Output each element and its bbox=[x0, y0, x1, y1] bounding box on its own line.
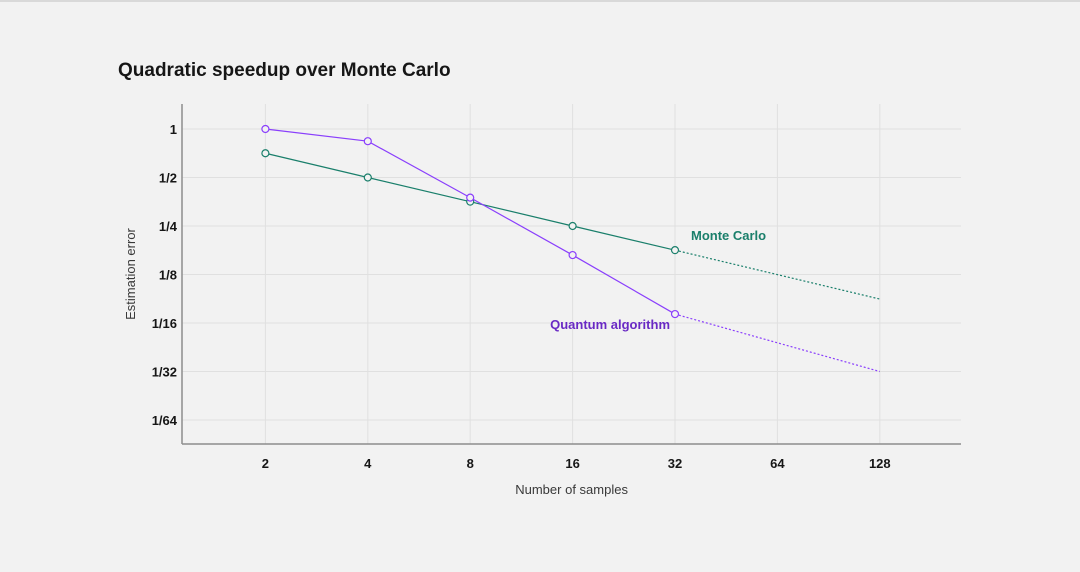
monte-carlo-point bbox=[670, 246, 680, 255]
monte-carlo-point bbox=[568, 221, 577, 231]
monte-carlo-extrapolation-line bbox=[674, 249, 880, 300]
x-tick-label: 8 bbox=[467, 456, 474, 471]
quantum-algorithm-extrapolation-line bbox=[674, 313, 880, 373]
chart-title: Quadratic speedup over Monte Carlo bbox=[118, 60, 451, 81]
quantum-algorithm-point bbox=[670, 309, 680, 319]
x-axis-title: Number of samples bbox=[515, 482, 628, 497]
y-tick-label: 1/32 bbox=[152, 365, 177, 380]
y-tick-label: 1/64 bbox=[152, 413, 178, 428]
quantum-algorithm-point bbox=[261, 124, 270, 134]
x-tick-label: 128 bbox=[869, 456, 891, 471]
y-axis-title: Estimation error bbox=[123, 227, 138, 319]
top-border bbox=[0, 0, 1080, 2]
quantum-algorithm-point bbox=[363, 137, 372, 146]
quantum-algorithm-point bbox=[466, 193, 475, 202]
y-tick-label: 1/8 bbox=[159, 268, 177, 283]
monte-carlo-label: Monte Carlo bbox=[691, 228, 766, 243]
x-tick-label: 64 bbox=[770, 456, 785, 471]
y-tick-label: 1/4 bbox=[159, 219, 178, 234]
y-tick-label: 1/2 bbox=[159, 171, 177, 186]
x-tick-label: 16 bbox=[565, 456, 579, 471]
monte-carlo-point bbox=[363, 173, 372, 182]
x-tick-label: 32 bbox=[668, 456, 682, 471]
x-tick-label: 4 bbox=[364, 456, 372, 471]
quantum-algorithm-point bbox=[568, 250, 577, 260]
x-tick-label: 2 bbox=[262, 456, 269, 471]
monte-carlo-point bbox=[261, 149, 270, 158]
y-tick-label: 1/16 bbox=[152, 316, 177, 331]
y-tick-label: 1 bbox=[170, 122, 177, 137]
quantum-algorithm-label: Quantum algorithm bbox=[550, 317, 670, 332]
